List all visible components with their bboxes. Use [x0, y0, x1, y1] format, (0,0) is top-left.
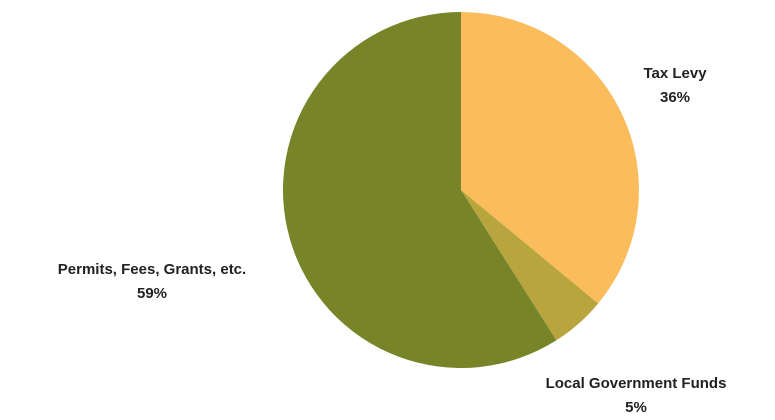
slice-label-local-government-funds-value: 5%	[625, 399, 647, 416]
slice-label-permits-fees-grants-value: 59%	[136, 285, 168, 302]
pie-slice-local-government-funds	[461, 190, 599, 341]
slice-label-tax-levy-value: 36%	[659, 89, 691, 106]
pie-slice-permits-fees-grants	[283, 12, 557, 368]
pie-slice-tax-levy	[461, 12, 639, 304]
slice-label-permits-fees-grants: Permits, Fees, Grants, etc. 59%	[2, 258, 302, 306]
slice-label-local-government-funds-name: Local Government Funds	[545, 375, 727, 392]
slice-label-tax-levy-name: Tax Levy	[643, 65, 707, 82]
slice-label-permits-fees-grants-name: Permits, Fees, Grants, etc.	[57, 261, 247, 278]
slice-label-tax-levy: Tax Levy 36%	[610, 62, 740, 110]
slice-label-local-government-funds: Local Government Funds 5%	[500, 372, 772, 420]
